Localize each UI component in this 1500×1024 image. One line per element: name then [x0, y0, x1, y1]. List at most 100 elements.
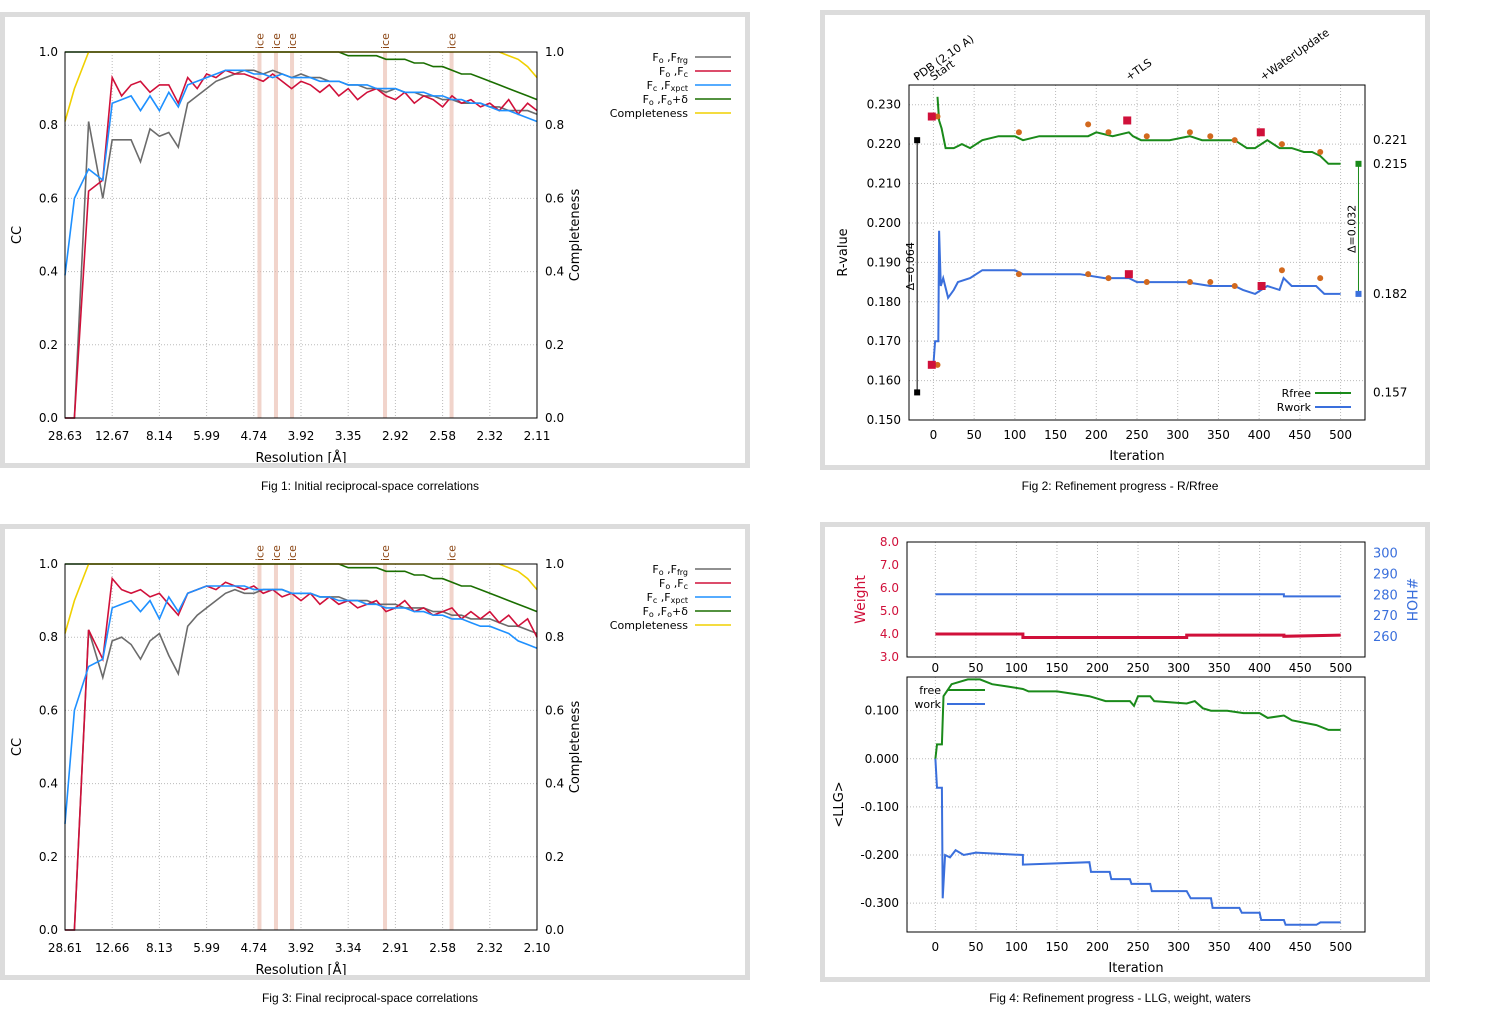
- y-tick-label: 0.150: [867, 413, 901, 427]
- fig4-panel: 0 50 100 150 200 250 300 350 400 450 500 3.0 4.0 5.0 6…: [820, 522, 1430, 982]
- legend-label: work: [914, 698, 941, 711]
- y2-tick-label: 0.6: [545, 703, 564, 717]
- y-tick-label: 1.0: [39, 557, 58, 571]
- data-point: [1231, 283, 1238, 289]
- data-point: [1317, 149, 1324, 155]
- y-tick-label: 0.210: [867, 177, 901, 191]
- ice-band: [273, 52, 278, 418]
- y-tick-label: 0.200: [867, 216, 901, 230]
- y2-tick-label: 0.2: [545, 338, 564, 352]
- x-tick-label: 500: [1329, 661, 1352, 675]
- ice-band: [383, 564, 388, 930]
- delta-label: Δ=0.032: [1345, 205, 1358, 253]
- legend-label: Completeness: [610, 619, 688, 632]
- fig2-panel: 0 50 100 150 200 250 300 350 400 450 500 0.150 0.160…: [820, 10, 1430, 470]
- x-tick-label: 2.92: [382, 429, 409, 443]
- x-tick-label: 0: [932, 661, 940, 675]
- right-value-label: 0.157: [1373, 385, 1407, 399]
- ice-band: [257, 564, 262, 930]
- ice-label: ice: [286, 33, 299, 49]
- y-axis-label: R-value: [836, 228, 851, 276]
- right-value-label: 0.221: [1373, 133, 1407, 147]
- y2-axis-label: Completeness: [568, 189, 583, 282]
- ice-band: [449, 52, 454, 418]
- series-line: [65, 576, 538, 931]
- legend-label: Fc ,Fxpct: [647, 79, 688, 93]
- annotation-label: +TLS: [1123, 56, 1154, 83]
- y-tick-label: 0.6: [39, 191, 58, 205]
- fig3-chart: 28.61 12.66 8.13 5.99 4.74 3.92 3.34 2.91 2.58 2.…: [10, 545, 731, 975]
- y-tick-label: -0.100: [860, 800, 899, 814]
- y-tick-label: 5.0: [880, 604, 899, 618]
- x-axis-label: Iteration: [1108, 961, 1163, 976]
- series-line: [64, 69, 538, 276]
- y-tick-label: 0.190: [867, 255, 901, 269]
- data-point: [1123, 116, 1132, 125]
- x-tick-label: 250: [1127, 661, 1150, 675]
- fig1-panel: 28.63 12.67 8.14 5.99 4.74 3.92 3.35 2.92 2.58 2.…: [0, 12, 750, 468]
- ice-band: [449, 564, 454, 930]
- x-tick-label: 28.63: [48, 429, 82, 443]
- x-tick-label: 350: [1208, 661, 1231, 675]
- ice-label: ice: [270, 545, 283, 561]
- x-tick-label: 200: [1086, 661, 1109, 675]
- y2-tick-label: 300: [1373, 546, 1398, 561]
- x-tick-label: 0: [932, 940, 940, 954]
- y2-tick-label: 0.4: [545, 777, 564, 791]
- x-tick-label: 450: [1289, 661, 1312, 675]
- top-plot-frame: [906, 541, 1366, 658]
- x-tick-label: 28.61: [48, 941, 82, 955]
- x-tick-label: 500: [1329, 940, 1352, 954]
- y-tick-label: 8.0: [880, 535, 899, 549]
- y2-tick-label: 0.4: [545, 265, 564, 279]
- legend-label: Fo ,Fc: [659, 65, 688, 79]
- y-tick-label: 0.000: [865, 752, 899, 766]
- y-tick-label: 0.2: [39, 850, 58, 864]
- legend-label: Fo ,Ffrg: [652, 51, 688, 65]
- fig1-caption: Fig 1: Initial reciprocal-space correlat…: [260, 479, 480, 493]
- x-tick-label: 350: [1207, 428, 1230, 442]
- ice-label: ice: [379, 33, 392, 49]
- x-tick-label: 250: [1126, 428, 1149, 442]
- y-tick-label: 1.0: [39, 45, 58, 59]
- data-point: [934, 113, 941, 120]
- data-point: [1317, 275, 1324, 282]
- series-line: [64, 585, 538, 824]
- ice-band: [383, 52, 388, 418]
- y-tick-label: 6.0: [880, 581, 899, 595]
- data-point: [1085, 121, 1092, 128]
- y-tick-label: 4.0: [880, 627, 899, 641]
- series-line: [65, 69, 538, 419]
- y-axis-label: Weight: [853, 575, 869, 624]
- x-tick-label: 12.67: [95, 429, 129, 443]
- ice-band: [290, 564, 295, 930]
- data-point: [1105, 129, 1112, 136]
- x-tick-label: 2.32: [476, 941, 503, 955]
- y-tick-label: -0.200: [860, 848, 899, 862]
- x-tick-label: 3.92: [288, 941, 315, 955]
- y2-tick-label: 0.6: [545, 191, 564, 205]
- y-tick-label: 0.160: [867, 374, 901, 388]
- x-tick-label: 8.14: [146, 429, 173, 443]
- x-tick-label: 2.91: [382, 941, 409, 955]
- ice-label: ice: [253, 33, 266, 49]
- data-point: [1278, 267, 1285, 274]
- data-point: [927, 360, 936, 369]
- series-line: [64, 51, 538, 122]
- y2-tick-label: 0.2: [545, 850, 564, 864]
- ice-label: ice: [379, 545, 392, 561]
- legend-label: Fo ,Fo+δ: [643, 93, 689, 107]
- x-tick-label: 2.32: [476, 429, 503, 443]
- data-point: [1186, 129, 1193, 136]
- x-tick-label: 450: [1288, 428, 1311, 442]
- data-point: [1015, 271, 1022, 278]
- y-tick-label: 0.220: [867, 137, 901, 151]
- ice-label: ice: [270, 33, 283, 49]
- plot-frame: [64, 51, 538, 419]
- x-tick-label: 3.35: [335, 429, 362, 443]
- x-tick-label: 50: [968, 940, 983, 954]
- data-point: [1355, 160, 1362, 167]
- x-tick-label: 300: [1166, 428, 1189, 442]
- x-tick-label: 150: [1044, 428, 1067, 442]
- fig2-chart: 0 50 100 150 200 250 300 350 400 450 500 0.150 0.160…: [836, 26, 1407, 464]
